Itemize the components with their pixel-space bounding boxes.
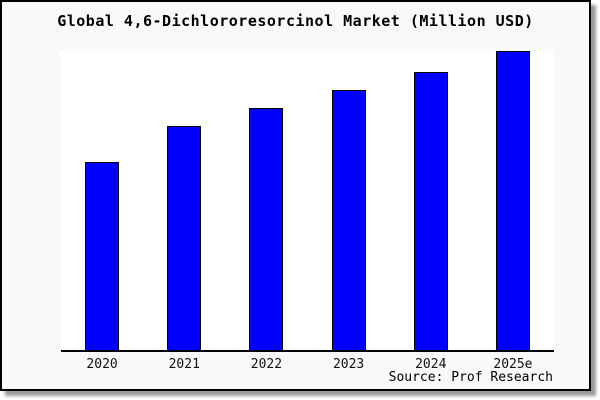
bar-2023 xyxy=(331,89,366,350)
bar-slot xyxy=(225,51,307,350)
bar-2021 xyxy=(167,125,202,350)
bar-2024 xyxy=(413,71,448,350)
chart-title: Global 4,6-Dichlororesorcinol Market (Mi… xyxy=(57,12,534,30)
bar-slot xyxy=(390,51,472,350)
x-tick-label: 2024 xyxy=(415,357,447,372)
chart-frame: Global 4,6-Dichlororesorcinol Market (Mi… xyxy=(0,0,591,391)
source-credit: Source: Prof Research xyxy=(388,370,553,385)
bars xyxy=(61,51,554,350)
bar-2022 xyxy=(249,107,284,350)
x-tick-label: 2020 xyxy=(86,357,118,372)
x-tick-label: 2025e xyxy=(493,357,533,372)
bar-slot xyxy=(143,51,225,350)
x-tick-label: 2022 xyxy=(250,357,283,372)
x-tick-label: 2023 xyxy=(332,357,365,372)
bar-slot xyxy=(308,51,390,350)
bar-2025e xyxy=(495,51,530,350)
bar-slot xyxy=(61,51,143,350)
plot-area xyxy=(61,51,554,352)
x-tick-label: 2021 xyxy=(168,357,200,372)
x-axis-labels: 2020 2021 2022 2023 2024 2025e xyxy=(61,357,554,372)
bar-slot xyxy=(472,51,554,350)
bar-2020 xyxy=(85,161,120,350)
